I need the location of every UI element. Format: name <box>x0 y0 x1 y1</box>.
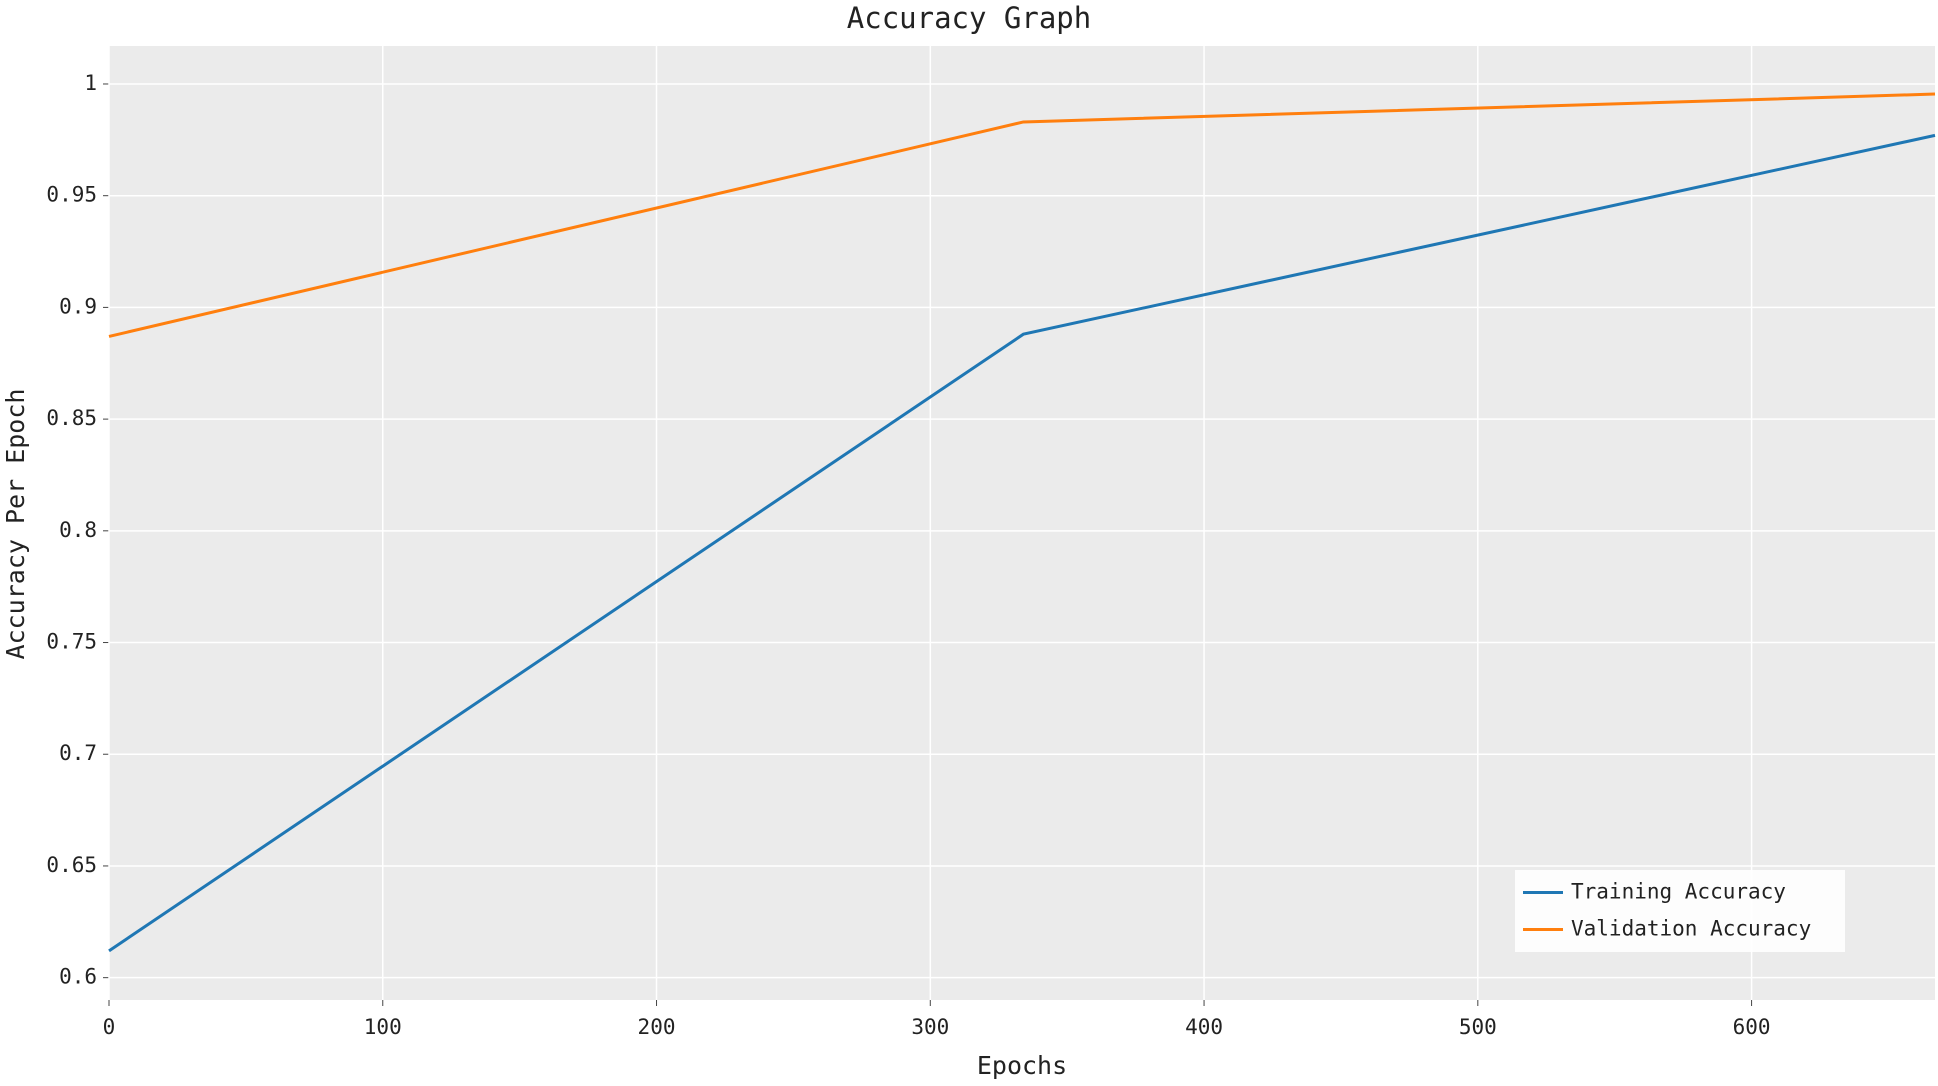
y-tick-label: 0.9 <box>59 294 97 318</box>
x-tick-label: 100 <box>364 1015 402 1039</box>
legend-box <box>1515 870 1845 952</box>
x-tick-label: 300 <box>911 1015 949 1039</box>
series-line <box>108 92 1936 338</box>
legend-label: Validation Accuracy <box>1571 917 1811 941</box>
y-axis-label: Accuracy Per Epoch <box>1 389 30 660</box>
y-tick-label: 0.8 <box>59 518 97 542</box>
y-tick-label: 0.95 <box>46 183 97 207</box>
y-tick-label: 0.6 <box>59 965 97 989</box>
y-tick-label: 1 <box>84 71 97 95</box>
y-tick-label: 0.85 <box>46 406 97 430</box>
x-axis-label: Epochs <box>977 1051 1067 1080</box>
x-tick-label: 600 <box>1733 1015 1771 1039</box>
plot-area <box>109 46 1935 1000</box>
x-tick-label: 500 <box>1459 1015 1497 1039</box>
x-tick-label: 0 <box>103 1015 116 1039</box>
x-tick-label: 200 <box>638 1015 676 1039</box>
y-tick-label: 0.65 <box>46 853 97 877</box>
series-line <box>108 133 1936 953</box>
chart-title: Accuracy Graph <box>847 1 1091 35</box>
y-tick-label: 0.75 <box>46 630 97 654</box>
legend-label: Training Accuracy <box>1571 880 1786 904</box>
y-tick-label: 0.7 <box>59 741 97 765</box>
x-tick-label: 400 <box>1185 1015 1223 1039</box>
